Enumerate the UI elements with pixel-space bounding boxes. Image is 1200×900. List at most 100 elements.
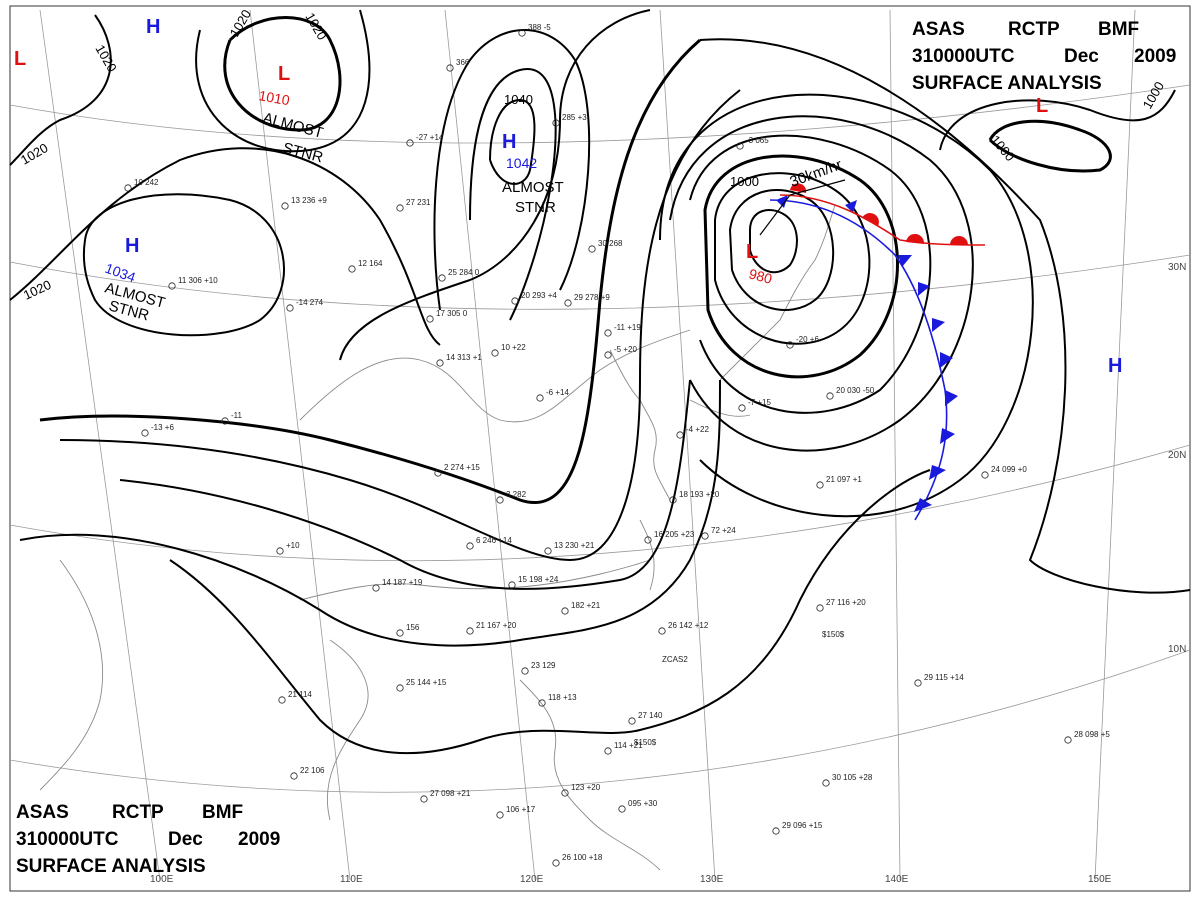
- station-circle: [981, 471, 989, 479]
- low-center-symbol: L: [746, 241, 758, 263]
- station-circle: [786, 341, 794, 349]
- station-plot: 28 098 +5: [1064, 730, 1110, 744]
- station-plot: -20 +6: [786, 335, 819, 349]
- station-observations: 29 278 +9 25 284 0 17 305 0 14 313 +1 20 293…: [124, 23, 1110, 867]
- station-mark: $150$: [822, 630, 845, 639]
- station-value: 12 164: [358, 259, 383, 268]
- cold-front-barb: [932, 318, 945, 332]
- station-value: 23 129: [531, 661, 556, 670]
- station-value: 30 268: [598, 239, 623, 248]
- coastline-china-north: [299, 329, 691, 423]
- isobar-low-japan-1: [749, 209, 798, 274]
- station-plot: 22 106: [290, 766, 325, 780]
- station-circle: [588, 245, 596, 253]
- low-center-pressure: 1010: [257, 87, 291, 108]
- station-marks: ZCAS2 $150$ $150$: [634, 630, 845, 747]
- station-circle: [511, 297, 519, 305]
- station-value: 156: [406, 623, 420, 632]
- header-title: SURFACE ANALYSIS: [912, 73, 1102, 94]
- station-value: 28 098 +5: [1074, 730, 1110, 739]
- station-plot: 24 099 +0: [981, 465, 1027, 479]
- coastline-indochina: [326, 639, 369, 821]
- coastline-japan: [719, 204, 836, 381]
- station-circle: [168, 282, 176, 290]
- station-value: 26 142 +12: [668, 621, 709, 630]
- station-value: -7 +15: [748, 398, 771, 407]
- station-circle: [508, 581, 516, 589]
- station-value: -4 +22: [686, 425, 709, 434]
- station-circle: [290, 772, 298, 780]
- station-plot: 27 231: [396, 198, 431, 212]
- low-motion-arrow: [759, 179, 846, 236]
- station-plot: 114 +21: [604, 741, 643, 755]
- station-value: 11 306 +10: [178, 276, 218, 285]
- station-circle: [446, 64, 454, 72]
- station-value: 21 097 +1: [826, 475, 862, 484]
- station-plot: 11 306 +10: [168, 276, 218, 290]
- station-plot: 23 129: [521, 661, 556, 675]
- station-plot: 26 100 +18: [552, 853, 603, 867]
- isobar-east: [699, 38, 1191, 594]
- station-plot: 156: [396, 623, 420, 637]
- high-center-symbol: H: [146, 16, 160, 38]
- station-plot: 14 187 +19: [372, 578, 423, 592]
- isobar-ridge-1: [339, 9, 651, 361]
- station-value: 27 116 +20: [826, 598, 866, 607]
- station-plot: 21 167 +20: [466, 621, 517, 635]
- station-value: 21 167 +20: [476, 621, 517, 630]
- station-circle: [564, 299, 572, 307]
- station-value: 29 096 +15: [782, 821, 823, 830]
- station-circle: [552, 859, 560, 867]
- warm-front: [779, 183, 986, 246]
- station-plot: 3 282: [496, 490, 527, 504]
- cold-front-barb: [845, 200, 857, 213]
- station-plot: 285 +3: [552, 113, 587, 127]
- cold-front-barb: [940, 428, 955, 444]
- station-circle: [396, 204, 404, 212]
- station-circle: [816, 481, 824, 489]
- station-plot: 21 097 +1: [816, 475, 862, 489]
- station-circle: [434, 469, 442, 477]
- station-plot: -7 +15: [738, 398, 771, 412]
- station-value: 123 +20: [571, 783, 601, 792]
- station-plot: 14 313 +1: [436, 353, 482, 367]
- station-plot: -11 +19: [604, 323, 641, 337]
- station-value: 29 115 +14: [924, 673, 964, 682]
- station-plot: 13 230 +21: [544, 541, 595, 555]
- meridian-150e: [1094, 9, 1136, 881]
- isobar-1020-nw: [9, 14, 112, 166]
- station-plot: 10 242: [124, 178, 159, 192]
- lon-label: 150E: [1088, 874, 1112, 885]
- axis-labels: 100E 110E 120E 130E 140E 150E 30N 20N 10…: [150, 262, 1186, 885]
- coastline-india-east: [39, 559, 104, 791]
- center-note: STNR: [515, 199, 556, 216]
- station-value: 10 +22: [501, 343, 526, 352]
- station-value: +10: [286, 541, 300, 550]
- station-circle: [521, 667, 529, 675]
- parallel-line-30n: [9, 254, 1191, 310]
- header-code: BMF: [1098, 19, 1139, 40]
- station-plot: 27 116 +20: [816, 598, 866, 612]
- station-plot: -27 +14: [406, 133, 444, 147]
- isobar-low-siberia-inner: [223, 16, 342, 132]
- station-plot: -14 274: [286, 298, 324, 312]
- cold-front-barb: [914, 498, 932, 512]
- isobar-1020-main: [39, 38, 701, 504]
- header-center: RCTP: [112, 802, 164, 823]
- high-center-pressure: 1042: [506, 155, 537, 171]
- station-value: 22 106: [300, 766, 325, 775]
- station-circle: [286, 304, 294, 312]
- header-year: 2009: [1134, 46, 1176, 67]
- warm-front-bump: [906, 233, 925, 244]
- header-agency: ASAS: [16, 802, 69, 823]
- station-value: -13 +6: [151, 423, 174, 432]
- isobar-1000-ne: [939, 89, 1176, 151]
- header-agency: ASAS: [912, 19, 965, 40]
- station-circle: [426, 315, 434, 323]
- meridian-130e: [659, 9, 716, 881]
- coastline-taiwan: [639, 519, 655, 591]
- station-value: 388 -5: [528, 23, 551, 32]
- station-circle: [420, 795, 428, 803]
